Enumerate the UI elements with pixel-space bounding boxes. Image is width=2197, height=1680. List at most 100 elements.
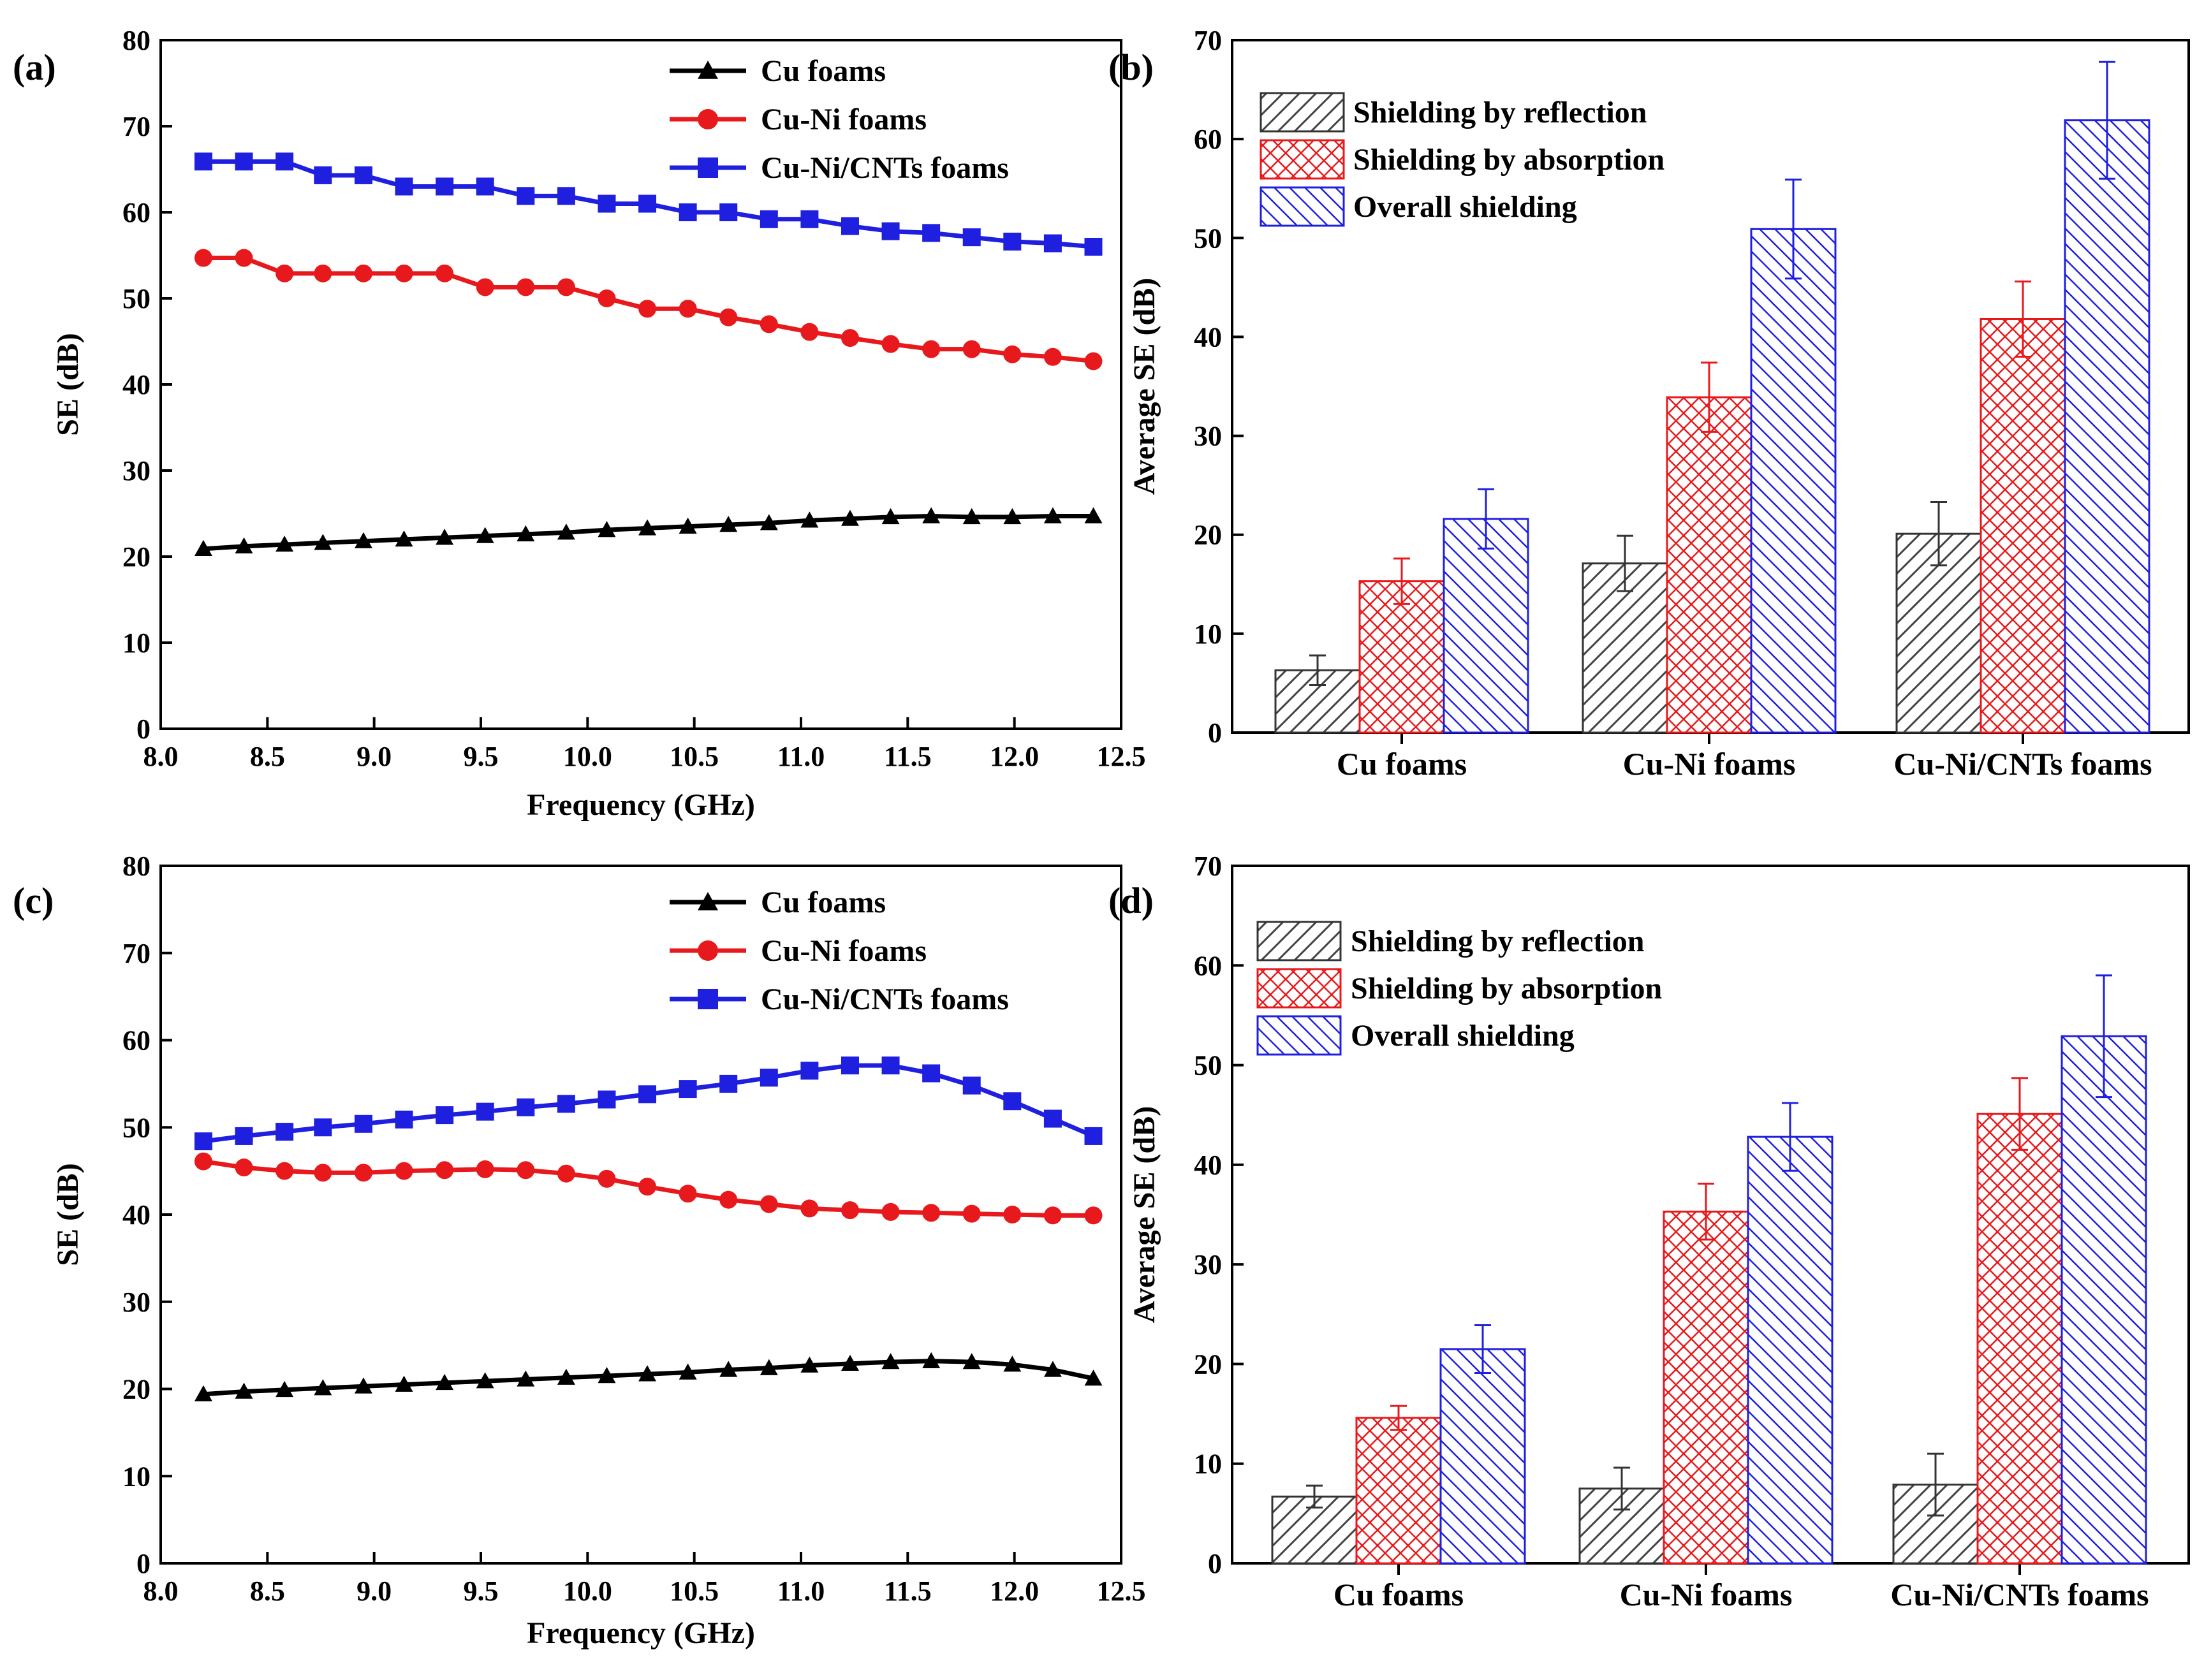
category-label: Cu foams <box>1337 746 1467 782</box>
legend-label: Cu-Ni/CNTs foams <box>761 982 1009 1016</box>
data-point <box>476 177 494 196</box>
y-tick-label: 20 <box>122 1374 151 1405</box>
data-point <box>719 1074 738 1093</box>
data-point <box>395 264 413 282</box>
series-cu-ni-cnts-foams <box>194 152 1103 256</box>
data-point <box>1043 234 1062 252</box>
y-tick-label: 0 <box>136 1548 151 1579</box>
data-point <box>841 509 859 526</box>
data-point <box>476 527 494 543</box>
legend-marker <box>698 61 718 79</box>
data-point <box>395 177 413 196</box>
data-point <box>638 519 657 536</box>
data-point <box>354 1377 372 1394</box>
legend-label: Cu-Ni/CNTs foams <box>761 151 1009 185</box>
data-point <box>760 1359 778 1375</box>
data-point <box>235 1158 253 1177</box>
data-point <box>1043 347 1062 366</box>
y-tick-label: 80 <box>122 25 151 56</box>
data-point <box>436 1106 454 1125</box>
data-point <box>719 1190 738 1209</box>
x-tick-label: 9.5 <box>464 741 499 772</box>
legend-label: Shielding by reflection <box>1353 96 1647 129</box>
data-point <box>1084 238 1103 256</box>
x-tick-label: 12.5 <box>1097 1575 1146 1607</box>
data-point <box>395 1375 413 1392</box>
y-tick-label: 60 <box>1194 124 1222 155</box>
legend-swatch <box>1256 921 1342 961</box>
series-line <box>203 1063 1094 1144</box>
x-tick-label: 8.5 <box>250 741 285 772</box>
data-point <box>760 315 778 333</box>
y-tick-label: 40 <box>1194 321 1222 353</box>
series-cu-foams <box>194 1352 1103 1401</box>
data-point <box>922 1204 941 1222</box>
data-point <box>1084 1206 1103 1225</box>
data-point <box>598 194 616 213</box>
data-point <box>1043 1109 1062 1128</box>
data-point <box>276 1162 294 1180</box>
y-tick-label: 20 <box>1194 1348 1222 1380</box>
bar <box>1439 1348 1526 1565</box>
data-point <box>922 224 941 242</box>
legend-swatch <box>1256 1015 1342 1056</box>
data-point <box>1003 345 1022 363</box>
data-point <box>276 264 294 282</box>
data-point <box>760 1195 778 1213</box>
bar <box>1750 228 1837 734</box>
y-tick-label: 10 <box>1194 618 1222 650</box>
data-point <box>354 532 372 548</box>
y-tick-label: 30 <box>122 455 151 486</box>
data-point <box>598 521 616 537</box>
data-point <box>679 1080 697 1099</box>
category-label: Cu-Ni/CNTs foams <box>1893 746 2152 782</box>
legend-swatch <box>1260 92 1345 133</box>
data-point <box>679 1185 697 1203</box>
y-tick-label: 40 <box>1194 1150 1222 1181</box>
data-point <box>476 278 494 296</box>
data-point <box>354 166 372 184</box>
legend-label: Cu foams <box>761 54 886 88</box>
data-point <box>517 1370 535 1387</box>
bar <box>1666 396 1752 734</box>
data-point <box>557 523 575 540</box>
data-point <box>922 1064 941 1083</box>
bar <box>2061 1035 2147 1565</box>
data-point <box>314 1118 332 1137</box>
legend-marker <box>698 157 718 178</box>
y-tick-label: 40 <box>122 369 151 400</box>
data-point <box>679 300 697 318</box>
y-tick-label: 70 <box>122 938 151 969</box>
legend-label: Overall shielding <box>1351 1019 1575 1053</box>
data-point <box>235 1127 253 1145</box>
series-overall-shielding <box>1443 61 2150 734</box>
panel-d-bar-chart: 0 10 20 30 40 50 60 70 Average SE (dB) (d) Cu foam… <box>1108 851 2190 1612</box>
y-tick-label: 10 <box>1194 1449 1222 1480</box>
y-tick-label: 50 <box>122 283 151 314</box>
data-point <box>235 1382 253 1399</box>
x-axis-label: Frequency (GHz) <box>527 788 755 822</box>
legend-label: Cu-Ni foams <box>761 934 927 968</box>
y-tick-label: 60 <box>122 1025 151 1056</box>
data-point <box>314 166 332 184</box>
data-point <box>436 264 454 282</box>
y-tick-label: 70 <box>1194 25 1222 56</box>
bar <box>2064 119 2150 734</box>
x-tick-label: 12.5 <box>1097 741 1146 772</box>
data-point <box>760 1069 778 1087</box>
x-tick-label: 9.5 <box>464 1575 499 1607</box>
data-point <box>314 534 332 550</box>
x-tick-label: 11.0 <box>777 741 825 772</box>
x-tick-label: 8.0 <box>143 1575 179 1607</box>
data-point <box>1003 232 1022 251</box>
series-cu-foams <box>194 507 1103 557</box>
bar <box>1582 562 1668 734</box>
y-tick-label: 50 <box>1194 223 1222 254</box>
data-point <box>276 1123 294 1141</box>
data-point <box>800 210 819 228</box>
data-point <box>1003 1092 1022 1111</box>
category-label: Cu-Ni/CNTs foams <box>1890 1577 2149 1612</box>
legend-label: Cu foams <box>761 886 886 919</box>
data-point <box>598 1169 616 1188</box>
data-point <box>194 1152 212 1171</box>
